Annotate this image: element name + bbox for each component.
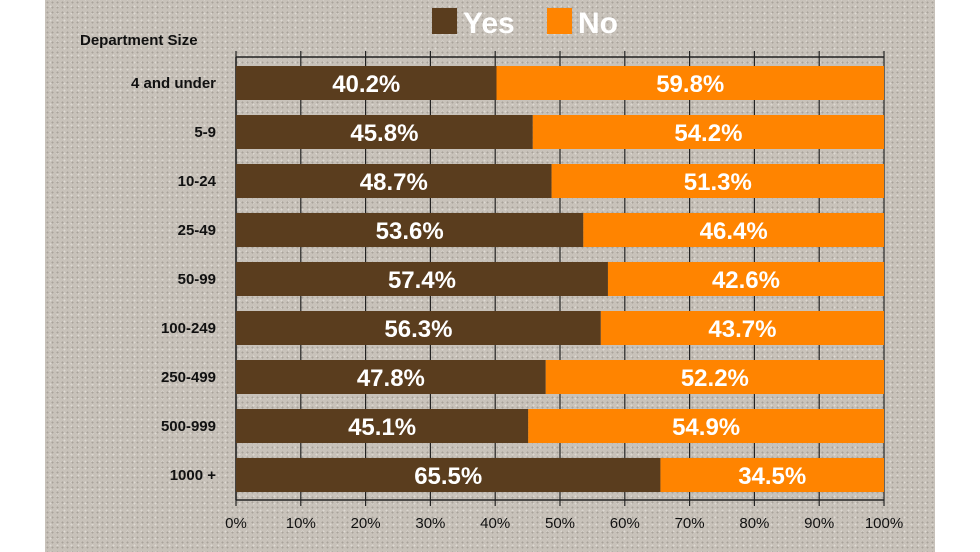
x-tick-label: 70%: [675, 515, 705, 532]
x-tick-label: 100%: [865, 515, 903, 532]
category-label: 500-999: [161, 418, 216, 435]
x-tick-label: 50%: [545, 515, 575, 532]
bar-no: [528, 409, 884, 443]
category-label: 250-499: [161, 369, 216, 386]
y-axis-title: Department Size: [80, 32, 198, 49]
data-label-no: 54.2%: [674, 120, 742, 147]
x-tick-label: 30%: [415, 515, 445, 532]
bar-no: [600, 311, 884, 345]
legend-label-no: No: [578, 7, 618, 40]
x-tick-label: 40%: [480, 515, 510, 532]
data-label-no: 43.7%: [708, 316, 776, 343]
data-label-no: 51.3%: [684, 169, 752, 196]
category-label: 100-249: [161, 320, 216, 337]
bar-no: [532, 115, 884, 149]
bar-yes: [236, 262, 608, 296]
bar-yes: [236, 458, 661, 492]
data-label-no: 59.8%: [656, 71, 724, 98]
x-tick-label: 20%: [351, 515, 381, 532]
bar-no: [545, 360, 884, 394]
legend-swatch-yes: [432, 8, 457, 34]
bar-yes: [236, 164, 552, 198]
category-label: 4 and under: [131, 75, 216, 92]
data-label-yes: 47.8%: [357, 365, 425, 392]
data-label-yes: 65.5%: [414, 463, 482, 490]
category-label: 25-49: [178, 222, 216, 239]
legend-label-yes: Yes: [463, 7, 515, 40]
category-label: 1000 +: [170, 467, 217, 484]
x-tick-label: 90%: [804, 515, 834, 532]
data-label-yes: 48.7%: [360, 169, 428, 196]
data-label-no: 52.2%: [681, 365, 749, 392]
bar-no: [551, 164, 884, 198]
data-label-no: 46.4%: [700, 218, 768, 245]
bar-no: [583, 213, 884, 247]
bar-yes: [236, 311, 601, 345]
x-tick-label: 10%: [286, 515, 316, 532]
bar-no: [607, 262, 884, 296]
x-tick-label: 80%: [739, 515, 769, 532]
legend-swatch-no: [547, 8, 572, 34]
data-label-yes: 56.3%: [384, 316, 452, 343]
x-tick-label: 0%: [225, 515, 247, 532]
data-label-yes: 53.6%: [376, 218, 444, 245]
data-label-yes: 45.8%: [350, 120, 418, 147]
data-label-no: 54.9%: [672, 414, 740, 441]
data-label-no: 34.5%: [738, 463, 806, 490]
bar-yes: [236, 360, 546, 394]
bar-yes: [236, 66, 497, 100]
data-label-yes: 57.4%: [388, 267, 456, 294]
data-label-no: 42.6%: [712, 267, 780, 294]
bar-yes: [236, 115, 533, 149]
category-label: 5-9: [194, 124, 216, 141]
category-label: 50-99: [178, 271, 216, 288]
category-label: 10-24: [178, 173, 217, 190]
bar-yes: [236, 409, 529, 443]
bar-yes: [236, 213, 584, 247]
bar-no: [496, 66, 884, 100]
data-label-yes: 45.1%: [348, 414, 416, 441]
bar-no: [660, 458, 884, 492]
data-label-yes: 40.2%: [332, 71, 400, 98]
x-tick-label: 60%: [610, 515, 640, 532]
